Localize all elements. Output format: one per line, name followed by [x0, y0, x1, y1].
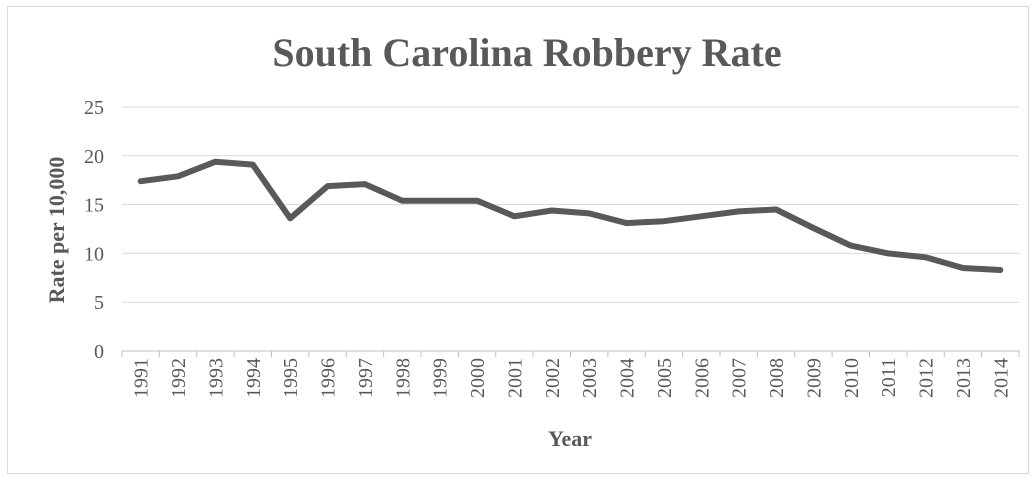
x-tick-label: 1997 [355, 358, 377, 398]
y-tick-label: 0 [94, 341, 104, 363]
series-line [137, 158, 1004, 273]
y-tick-label: 5 [94, 292, 104, 314]
x-tick-label: 1999 [430, 358, 452, 398]
series-layer [137, 158, 1004, 273]
x-tick-label: 1991 [131, 358, 153, 398]
x-tick-label: 2003 [579, 358, 601, 398]
chart-title: South Carolina Robbery Rate [272, 30, 781, 75]
x-tick-label: 2007 [729, 358, 751, 398]
x-tick-label: 1996 [318, 358, 340, 398]
x-tick-label: 2009 [803, 358, 825, 398]
x-tick-label: 2012 [916, 358, 938, 398]
x-tick-label: 1993 [205, 358, 227, 398]
x-tick-label: 2013 [953, 358, 975, 398]
x-tick-label: 2004 [617, 358, 639, 398]
y-tick-label: 10 [84, 243, 104, 265]
x-tick-label: 2002 [542, 358, 564, 398]
chart-frame [7, 6, 1029, 474]
x-axis [121, 350, 1020, 357]
x-tick-label: 1992 [168, 358, 190, 398]
y-tick-labels: 0 5 10 15 20 25 [84, 97, 104, 363]
x-tick-label: 1998 [392, 358, 414, 398]
y-axis-title: Rate per 10,000 [44, 157, 69, 304]
x-tick-label: 1995 [280, 358, 302, 398]
x-tick-labels: 1991 1992 1993 1994 1995 1996 1997 1998 1999 2000… [131, 358, 1013, 398]
x-tick-label: 2014 [990, 358, 1012, 398]
x-tick-label: 1994 [243, 358, 265, 398]
y-tick-label: 25 [84, 97, 104, 119]
x-tick-label: 2008 [766, 358, 788, 398]
y-tick-label: 15 [84, 195, 104, 217]
x-tick-label: 2005 [654, 358, 676, 398]
x-axis-title: Year [548, 426, 592, 451]
x-tick-label: 2010 [841, 358, 863, 398]
x-tick-label: 2001 [504, 358, 526, 398]
x-tick-label: 2000 [467, 358, 489, 398]
x-tick-label: 2011 [878, 358, 900, 397]
gridlines [122, 106, 1019, 303]
x-tick-label: 2006 [691, 358, 713, 398]
y-tick-label: 20 [84, 146, 104, 168]
